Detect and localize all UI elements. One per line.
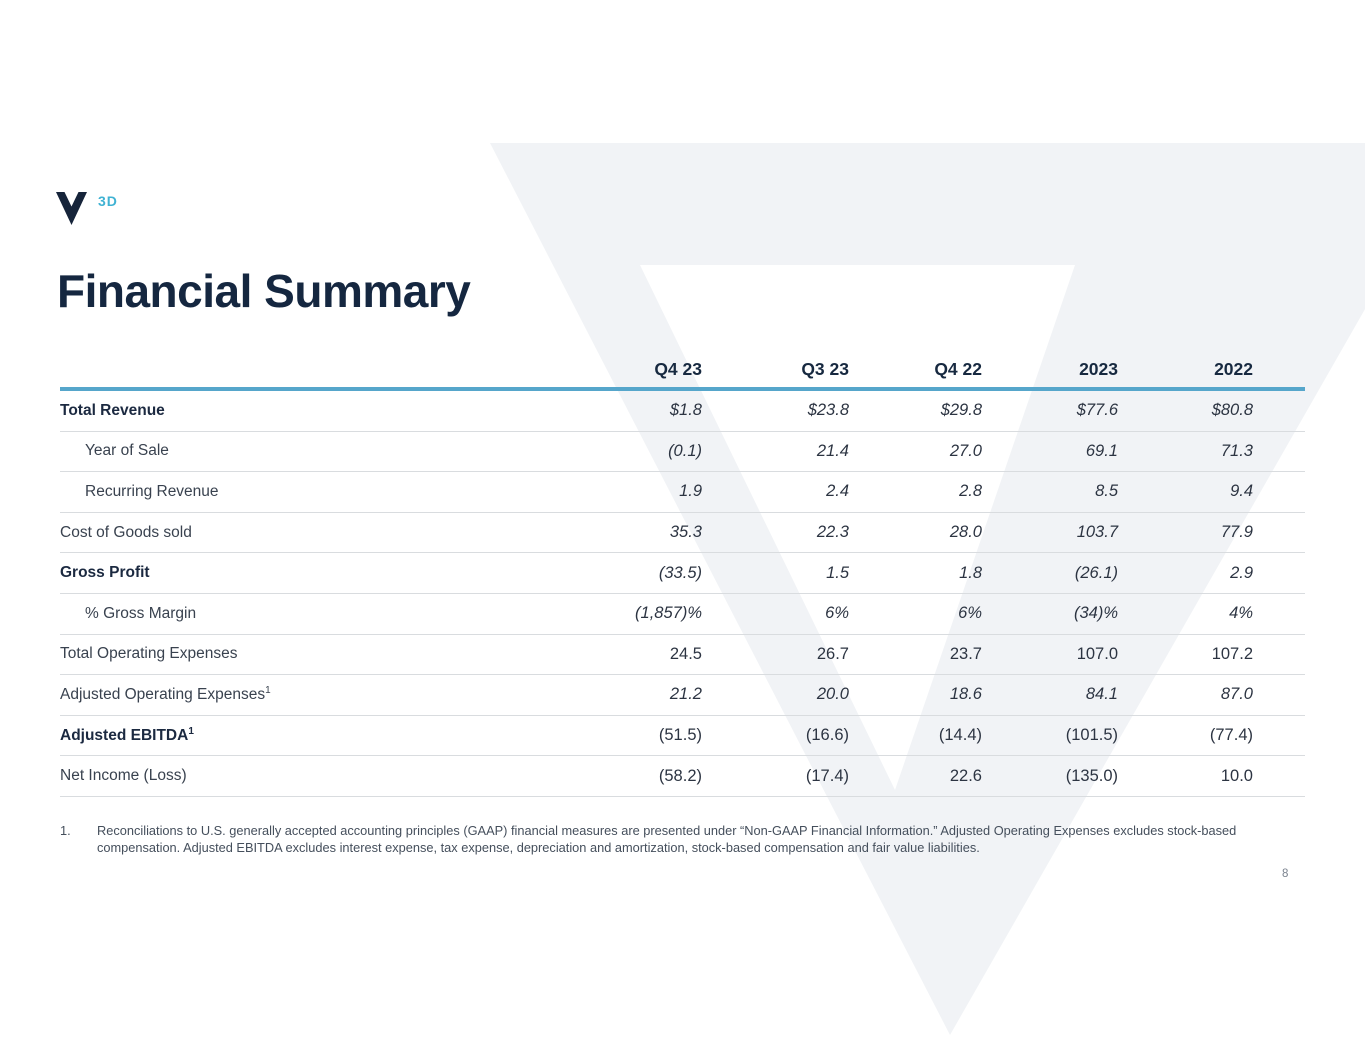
- footnote-text: Reconciliations to U.S. generally accept…: [97, 823, 1237, 856]
- value-cell: $77.6: [1076, 401, 1118, 420]
- table-row: Adjusted EBITDA1 (51.5) (16.6) (14.4) (101.5…: [60, 716, 1305, 757]
- value-cell: 27.0: [949, 441, 982, 460]
- brand-logo: 3D: [56, 192, 118, 226]
- row-label: Net Income (Loss): [60, 767, 187, 785]
- value-cell: (51.5): [658, 726, 702, 745]
- value-cell: (101.5): [1065, 726, 1118, 745]
- value-cell: (16.6): [805, 726, 849, 745]
- value-cell: 1.8: [959, 563, 982, 582]
- table-row: Total Operating Expenses 24.5 26.7 23.7 107.…: [60, 635, 1305, 676]
- column-header: Q3 23: [801, 359, 849, 379]
- table-body: Total Revenue $1.8 $23.8 $29.8 $77.6 $80.8 Yea…: [60, 391, 1305, 797]
- value-cell: 21.4: [816, 441, 849, 460]
- row-label: Adjusted Operating Expenses1: [60, 685, 271, 704]
- value-cell: 9.4: [1230, 482, 1253, 501]
- value-cell: 18.6: [949, 685, 982, 704]
- table-row: Net Income (Loss) (58.2) (17.4) 22.6 (135.0)…: [60, 756, 1305, 797]
- table-header-row: Q4 23 Q3 23 Q4 22 2023 2022: [60, 352, 1305, 391]
- value-cell: $80.8: [1211, 401, 1253, 420]
- value-cell: $29.8: [940, 401, 982, 420]
- value-cell: 23.7: [949, 644, 982, 663]
- value-cell: 77.9: [1220, 523, 1253, 542]
- row-label: % Gross Margin: [85, 604, 197, 622]
- table-row: Year of Sale (0.1) 21.4 27.0 69.1 71.3: [60, 432, 1305, 473]
- table-row: Gross Profit (33.5) 1.5 1.8 (26.1) 2.9: [60, 553, 1305, 594]
- row-label: Total Operating Expenses: [60, 645, 238, 663]
- value-cell: 4%: [1229, 604, 1253, 623]
- value-cell: 1.5: [826, 563, 849, 582]
- table-row: Total Revenue $1.8 $23.8 $29.8 $77.6 $80.8: [60, 391, 1305, 432]
- value-cell: 35.3: [669, 523, 702, 542]
- value-cell: (58.2): [658, 766, 702, 785]
- value-cell: 22.3: [816, 523, 849, 542]
- value-cell: (26.1): [1074, 563, 1118, 582]
- footnote: 1. Reconciliations to U.S. generally acc…: [60, 822, 1260, 856]
- value-cell: (1,857)%: [635, 604, 702, 623]
- table-row: Recurring Revenue 1.9 2.4 2.8 8.5 9.4: [60, 472, 1305, 513]
- page-title: Financial Summary: [57, 265, 471, 317]
- row-label: Cost of Goods sold: [60, 523, 192, 541]
- value-cell: 1.9: [679, 482, 702, 501]
- footnote-marker: 1.: [60, 823, 71, 838]
- value-cell: 8.5: [1095, 482, 1118, 501]
- brand-logo-suffix: 3D: [98, 193, 118, 209]
- value-cell: 69.1: [1085, 441, 1118, 460]
- value-cell: 22.6: [949, 766, 982, 785]
- value-cell: (14.4): [938, 726, 982, 745]
- value-cell: $1.8: [669, 401, 702, 420]
- value-cell: (33.5): [658, 563, 702, 582]
- value-cell: (135.0): [1065, 766, 1118, 785]
- row-label: Total Revenue: [60, 401, 165, 419]
- table-row: Adjusted Operating Expenses1 21.2 20.0 18.6…: [60, 675, 1305, 716]
- value-cell: (0.1): [668, 441, 702, 460]
- value-cell: (17.4): [805, 766, 849, 785]
- value-cell: 87.0: [1220, 685, 1253, 704]
- value-cell: 107.2: [1211, 644, 1253, 663]
- row-label: Recurring Revenue: [85, 482, 219, 500]
- value-cell: $23.8: [807, 401, 849, 420]
- column-header: 2022: [1214, 359, 1253, 379]
- value-cell: 26.7: [816, 644, 849, 663]
- page-number: 8: [1282, 868, 1289, 880]
- value-cell: 2.9: [1230, 563, 1253, 582]
- column-header: Q4 22: [934, 359, 982, 379]
- value-cell: 84.1: [1085, 685, 1118, 704]
- column-header: Q4 23: [654, 359, 702, 379]
- value-cell: 71.3: [1220, 441, 1253, 460]
- row-label: Year of Sale: [85, 442, 169, 460]
- brand-triangle-icon: [56, 192, 87, 225]
- table-row: % Gross Margin (1,857)% 6% 6% (34)% 4%: [60, 594, 1305, 635]
- value-cell: 21.2: [669, 685, 702, 704]
- value-cell: 28.0: [949, 523, 982, 542]
- column-header: 2023: [1079, 359, 1118, 379]
- value-cell: (34)%: [1073, 604, 1118, 623]
- table-row: Cost of Goods sold 35.3 22.3 28.0 103.7 77.9: [60, 513, 1305, 554]
- value-cell: 24.5: [669, 644, 702, 663]
- value-cell: 103.7: [1076, 523, 1118, 542]
- value-cell: 2.8: [959, 482, 982, 501]
- value-cell: 6%: [958, 604, 982, 623]
- value-cell: (77.4): [1209, 726, 1253, 745]
- row-label: Adjusted EBITDA1: [60, 725, 194, 745]
- value-cell: 10.0: [1220, 766, 1253, 785]
- row-label: Gross Profit: [60, 564, 150, 582]
- value-cell: 6%: [825, 604, 849, 623]
- value-cell: 20.0: [816, 685, 849, 704]
- value-cell: 107.0: [1076, 644, 1118, 663]
- financial-summary-table: Q4 23 Q3 23 Q4 22 2023 2022 Total Revenu…: [60, 352, 1305, 797]
- value-cell: 2.4: [826, 482, 849, 501]
